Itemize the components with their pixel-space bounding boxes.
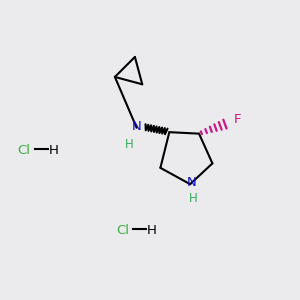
- Text: Cl: Cl: [18, 143, 31, 157]
- Text: F: F: [233, 113, 241, 126]
- Text: H: H: [146, 224, 156, 237]
- Text: H: H: [125, 138, 134, 151]
- Text: Cl: Cl: [116, 224, 129, 237]
- Text: N: N: [132, 120, 142, 133]
- Text: H: H: [189, 192, 198, 205]
- Text: N: N: [187, 176, 196, 189]
- Text: H: H: [48, 143, 58, 157]
